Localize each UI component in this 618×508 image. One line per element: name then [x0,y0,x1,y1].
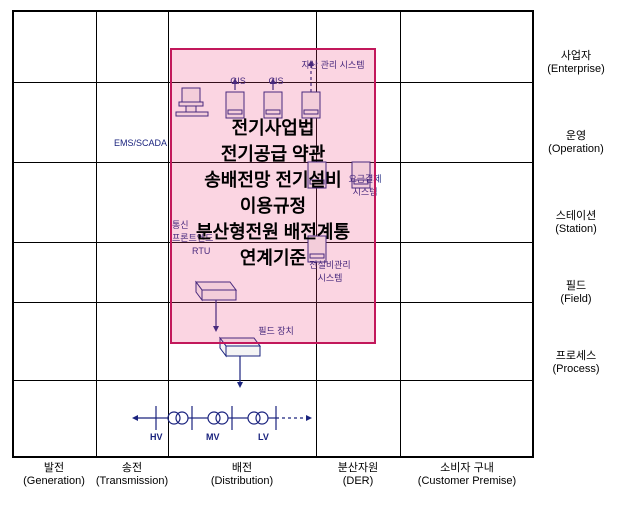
col-kr: 소비자 구내 [440,462,494,474]
overlay-line-6: 연계기준 [172,246,374,270]
overlay-line-5: 분산형전원 배전계통 [172,220,374,244]
diagram-stage: 발전 (Generation) 송전 (Transmission) 배전 (Di… [0,0,618,508]
col-kr: 분산자원 [338,462,378,474]
col-label-der: 분산자원 (DER) [316,462,400,487]
label-ems-scada: EMS/SCADA [114,138,174,148]
col-kr: 송전 [122,462,142,474]
row-kr: 사업자 [561,50,591,62]
row-en: (Station) [555,223,597,235]
col-en: (Generation) [23,475,85,487]
row-kr: 프로세스 [556,350,596,362]
row-kr: 필드 [566,280,586,292]
col-en: (DER) [343,475,374,487]
overlay-line-4: 이용규정 [172,194,374,218]
col-label-transmission: 송전 (Transmission) [90,462,174,487]
row-label-process: 프로세스 (Process) [540,350,612,376]
col-label-generation: 발전 (Generation) [12,462,96,487]
overlay-line-2: 전기공급 약관 [172,142,374,166]
label-mv: MV [206,432,220,442]
col-kr: 배전 [232,462,252,474]
row-en: (Operation) [548,143,604,155]
row-en: (Process) [552,363,599,375]
row-label-station: 스테이션 (Station) [540,210,612,236]
row-kr: 운영 [566,130,586,142]
col-label-distribution: 배전 (Distribution) [168,462,316,487]
row-en: (Field) [560,293,591,305]
row-en: (Enterprise) [547,63,604,75]
col-label-customer: 소비자 구내 (Customer Premise) [400,462,534,487]
col-en: (Transmission) [96,475,168,487]
overlay-line-3: 송배전망 전기설비 [172,168,374,192]
label-lv: LV [258,432,269,442]
row-label-field: 필드 (Field) [540,280,612,306]
overlay-line-1: 전기사업법 [172,116,374,140]
col-en: (Distribution) [211,475,273,487]
col-en: (Customer Premise) [418,475,516,487]
row-label-operation: 운영 (Operation) [540,130,612,156]
regulation-overlay: 전기사업법 전기공급 약관 송배전망 전기설비 이용규정 분산형전원 배전계통 … [170,48,376,344]
row-kr: 스테이션 [556,210,596,222]
col-kr: 발전 [44,462,64,474]
label-hv: HV [150,432,163,442]
row-label-enterprise: 사업자 (Enterprise) [540,50,612,76]
